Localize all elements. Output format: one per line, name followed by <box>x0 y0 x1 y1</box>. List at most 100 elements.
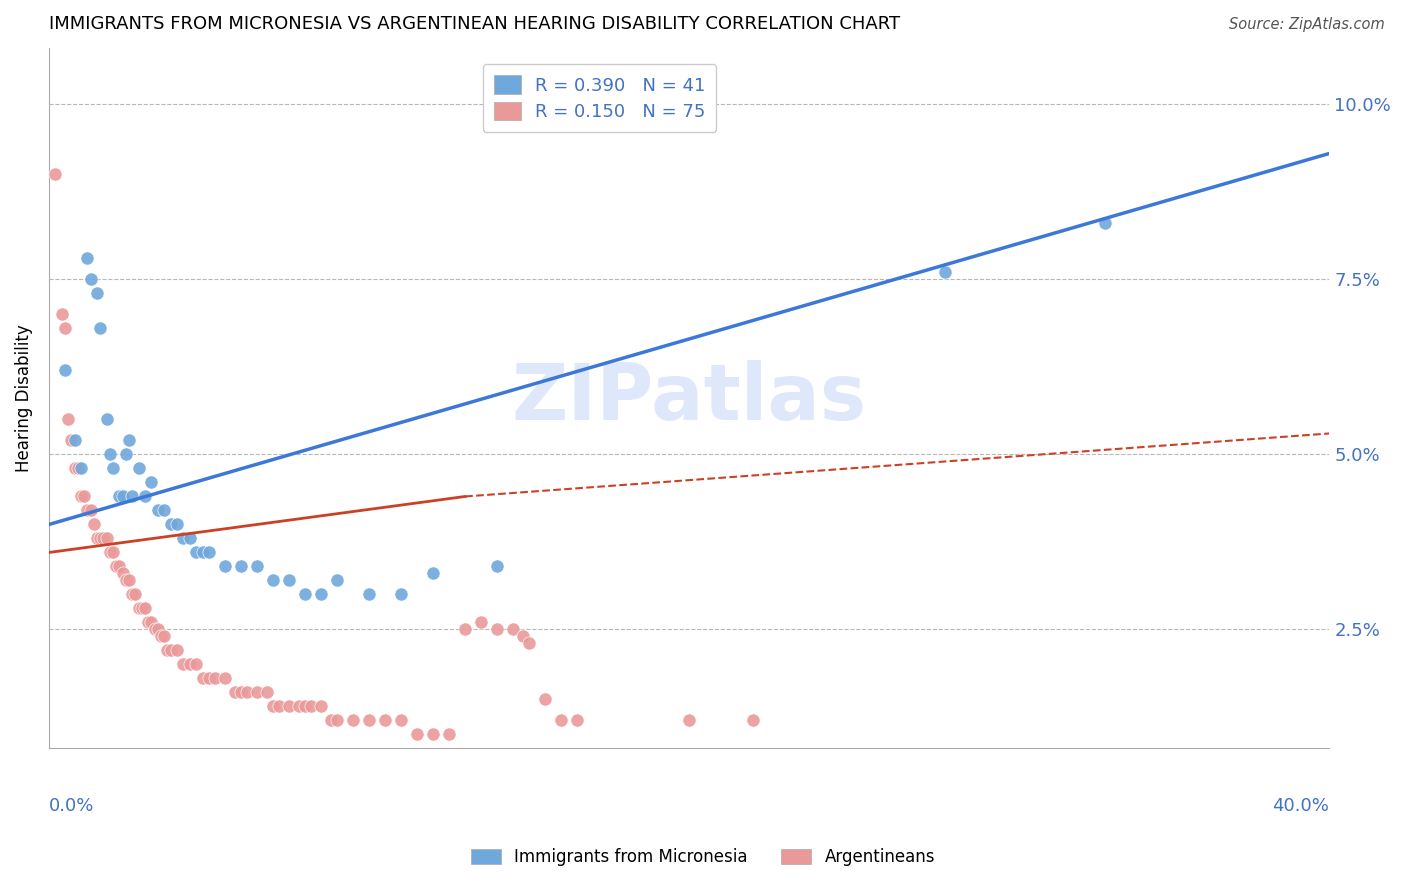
Point <box>214 672 236 686</box>
Point <box>278 574 301 588</box>
Point <box>186 545 208 559</box>
Point <box>159 643 181 657</box>
Point <box>198 672 221 686</box>
Point <box>118 574 141 588</box>
Point <box>550 714 572 728</box>
Point <box>89 321 111 335</box>
Point <box>454 623 477 637</box>
Point <box>60 434 83 448</box>
Point <box>278 699 301 714</box>
Point <box>517 636 540 650</box>
Point <box>93 532 115 546</box>
Point <box>224 685 246 699</box>
Point <box>389 587 412 601</box>
Point <box>136 615 159 630</box>
Point <box>73 490 96 504</box>
Point <box>486 623 509 637</box>
Point <box>256 685 278 699</box>
Text: 40.0%: 40.0% <box>1272 797 1330 815</box>
Point <box>287 699 309 714</box>
Point <box>534 692 557 706</box>
Point <box>262 699 284 714</box>
Point <box>166 643 188 657</box>
Point <box>159 517 181 532</box>
Point <box>186 657 208 672</box>
Point <box>63 434 86 448</box>
Point <box>422 566 444 581</box>
Point <box>204 672 226 686</box>
Point <box>172 657 194 672</box>
Point <box>294 699 316 714</box>
Point <box>79 503 101 517</box>
Point <box>128 461 150 475</box>
Point <box>121 490 143 504</box>
Point <box>406 727 429 741</box>
Text: Source: ZipAtlas.com: Source: ZipAtlas.com <box>1229 18 1385 32</box>
Point <box>56 412 79 426</box>
Point <box>86 532 108 546</box>
Point <box>269 699 291 714</box>
Point <box>512 630 534 644</box>
Point <box>319 714 342 728</box>
Point <box>53 321 76 335</box>
Point <box>172 532 194 546</box>
Point <box>86 286 108 301</box>
Point <box>153 503 176 517</box>
Point <box>44 168 66 182</box>
Point <box>146 503 169 517</box>
Point <box>294 587 316 601</box>
Point <box>101 461 124 475</box>
Point <box>143 623 166 637</box>
Point <box>214 559 236 574</box>
Point <box>301 699 323 714</box>
Point <box>134 601 156 615</box>
Point <box>128 601 150 615</box>
Point <box>326 714 349 728</box>
Point <box>359 714 381 728</box>
Point <box>179 657 201 672</box>
Point <box>146 623 169 637</box>
Point <box>118 434 141 448</box>
Point <box>105 559 128 574</box>
Point <box>76 503 98 517</box>
Point <box>389 714 412 728</box>
Text: ZIPatlas: ZIPatlas <box>512 360 866 436</box>
Point <box>326 574 349 588</box>
Legend: Immigrants from Micronesia, Argentineans: Immigrants from Micronesia, Argentineans <box>464 842 942 873</box>
Point <box>229 559 252 574</box>
Point <box>76 252 98 266</box>
Point <box>53 363 76 377</box>
Point <box>156 643 179 657</box>
Point <box>108 490 131 504</box>
Point <box>101 545 124 559</box>
Point <box>246 685 269 699</box>
Point <box>179 532 201 546</box>
Point <box>229 685 252 699</box>
Text: 0.0%: 0.0% <box>49 797 94 815</box>
Point <box>166 517 188 532</box>
Point <box>342 714 364 728</box>
Point <box>191 545 214 559</box>
Point <box>437 727 460 741</box>
Point <box>309 699 332 714</box>
Legend: R = 0.390   N = 41, R = 0.150   N = 75: R = 0.390 N = 41, R = 0.150 N = 75 <box>482 64 716 132</box>
Point <box>70 461 93 475</box>
Point <box>422 727 444 741</box>
Point <box>114 447 136 461</box>
Point <box>98 447 121 461</box>
Point <box>486 559 509 574</box>
Point <box>134 490 156 504</box>
Point <box>108 559 131 574</box>
Point <box>114 574 136 588</box>
Point <box>246 559 269 574</box>
Point <box>742 714 765 728</box>
Point <box>83 517 105 532</box>
Point <box>70 490 93 504</box>
Point <box>141 475 163 490</box>
Point <box>374 714 396 728</box>
Point <box>121 587 143 601</box>
Point <box>565 714 588 728</box>
Text: IMMIGRANTS FROM MICRONESIA VS ARGENTINEAN HEARING DISABILITY CORRELATION CHART: IMMIGRANTS FROM MICRONESIA VS ARGENTINEA… <box>49 15 900 33</box>
Point <box>63 461 86 475</box>
Point <box>359 587 381 601</box>
